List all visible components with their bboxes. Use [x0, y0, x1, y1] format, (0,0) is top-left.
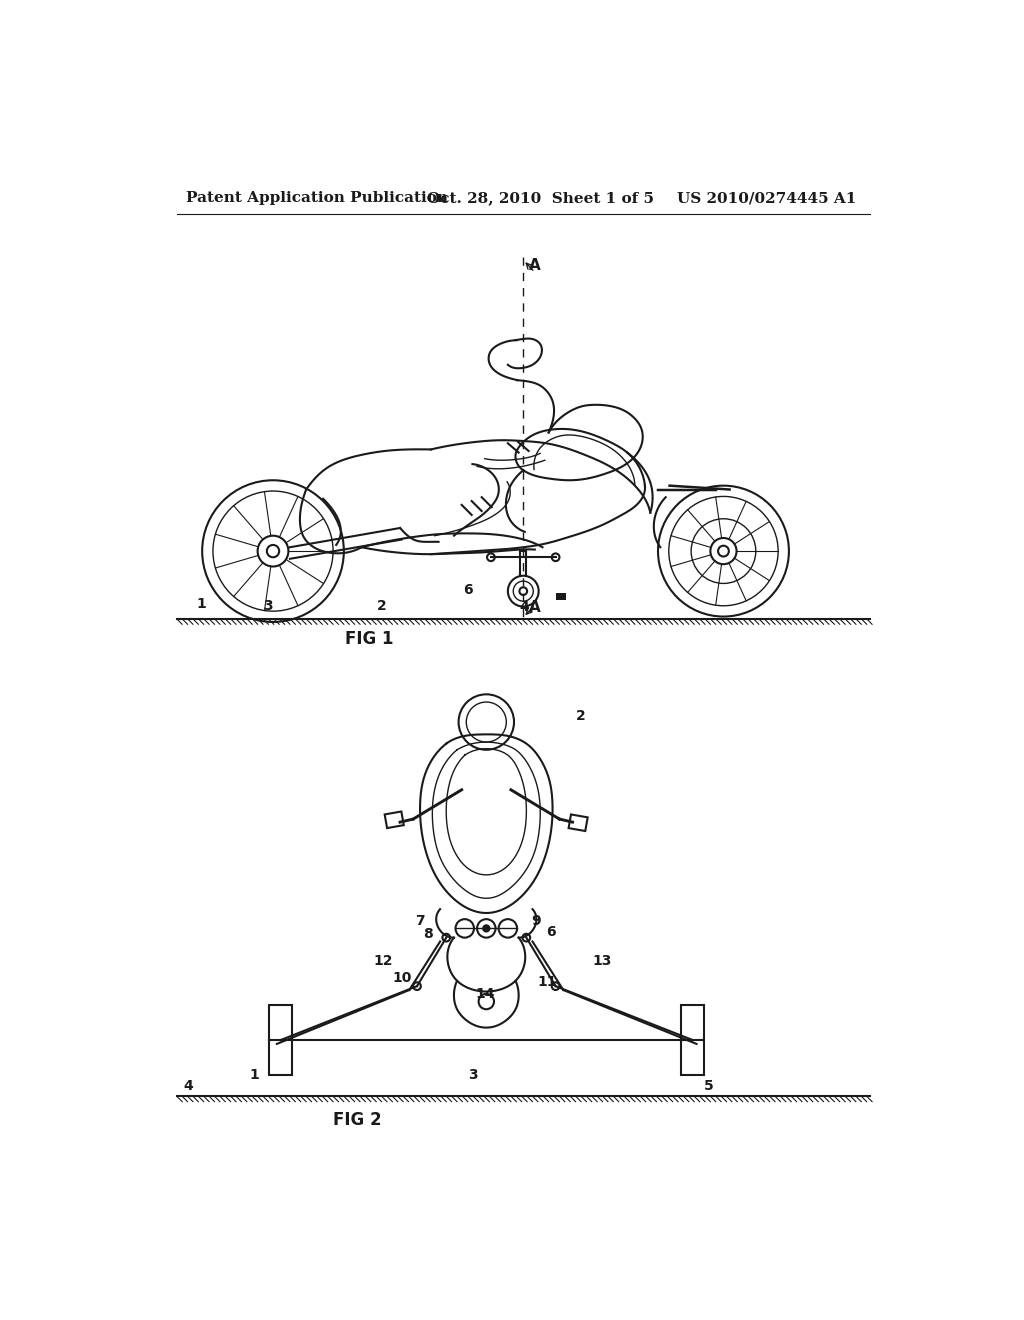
Text: 1: 1	[196, 597, 206, 611]
Text: 11: 11	[538, 975, 557, 989]
Text: A: A	[529, 601, 541, 615]
Text: FIG 2: FIG 2	[334, 1110, 382, 1129]
Text: 4: 4	[183, 1080, 193, 1093]
Text: 3: 3	[468, 1068, 477, 1081]
Bar	[556, 593, 565, 601]
Bar	[385, 812, 403, 828]
Circle shape	[483, 925, 489, 932]
Text: 6: 6	[463, 583, 473, 597]
Text: US 2010/0274445 A1: US 2010/0274445 A1	[677, 191, 857, 206]
Bar	[269, 1006, 292, 1074]
Text: 1: 1	[250, 1068, 260, 1081]
Text: 8: 8	[423, 928, 433, 941]
Text: 9: 9	[531, 913, 541, 928]
Text: 13: 13	[593, 954, 612, 969]
Text: 4: 4	[519, 601, 529, 614]
Bar	[681, 1006, 705, 1074]
Text: 6: 6	[547, 925, 556, 939]
Text: 2: 2	[377, 599, 387, 614]
Text: FIG 1: FIG 1	[345, 630, 393, 648]
Text: Patent Application Publication: Patent Application Publication	[186, 191, 449, 206]
Text: 7: 7	[416, 913, 425, 928]
Text: 12: 12	[373, 954, 392, 969]
Text: Oct. 28, 2010  Sheet 1 of 5: Oct. 28, 2010 Sheet 1 of 5	[427, 191, 654, 206]
Text: 14: 14	[475, 987, 495, 1001]
Text: A: A	[529, 259, 541, 273]
Text: 5: 5	[705, 1080, 714, 1093]
Text: 2: 2	[575, 710, 586, 723]
Text: 3: 3	[263, 599, 272, 614]
Bar	[568, 814, 588, 832]
Text: 10: 10	[392, 972, 412, 985]
